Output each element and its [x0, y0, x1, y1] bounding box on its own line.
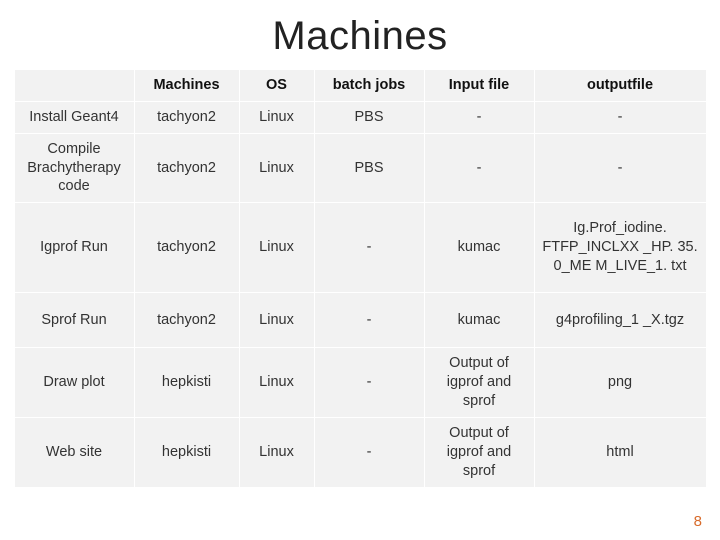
cell-inputfile: -	[424, 133, 534, 203]
cell-os: Linux	[239, 133, 314, 203]
page-number: 8	[694, 513, 702, 530]
cell-machines: tachyon2	[134, 293, 239, 348]
cell-inputfile: kumac	[424, 203, 534, 293]
cell-rowlabel: Igprof Run	[14, 203, 134, 293]
cell-outputfile: -	[534, 133, 706, 203]
table-row: Sprof Run tachyon2 Linux - kumac g4profi…	[14, 293, 706, 348]
col-header-os: OS	[239, 70, 314, 102]
cell-outputfile: png	[534, 348, 706, 418]
cell-rowlabel: Install Geant4	[14, 101, 134, 133]
cell-os: Linux	[239, 348, 314, 418]
table-header-row: Machines OS batch jobs Input file output…	[14, 70, 706, 102]
cell-machines: tachyon2	[134, 101, 239, 133]
col-header-machines: Machines	[134, 70, 239, 102]
col-header-outputfile: outputfile	[534, 70, 706, 102]
page-title: Machines	[0, 0, 720, 69]
cell-batchjobs: -	[314, 348, 424, 418]
cell-machines: tachyon2	[134, 133, 239, 203]
col-header-batchjobs: batch jobs	[314, 70, 424, 102]
col-header-rowlabel	[14, 70, 134, 102]
cell-os: Linux	[239, 101, 314, 133]
cell-batchjobs: -	[314, 203, 424, 293]
cell-inputfile: Output of igprof and sprof	[424, 348, 534, 418]
table-row: Igprof Run tachyon2 Linux - kumac Ig.Pro…	[14, 203, 706, 293]
cell-batchjobs: PBS	[314, 101, 424, 133]
cell-rowlabel: Draw plot	[14, 348, 134, 418]
table-row: Web site hepkisti Linux - Output of igpr…	[14, 417, 706, 487]
cell-os: Linux	[239, 417, 314, 487]
cell-rowlabel: Compile Brachytherapy code	[14, 133, 134, 203]
cell-machines: hepkisti	[134, 417, 239, 487]
cell-rowlabel: Web site	[14, 417, 134, 487]
machines-table: Machines OS batch jobs Input file output…	[14, 69, 707, 488]
cell-outputfile: -	[534, 101, 706, 133]
cell-outputfile: Ig.Prof_iodine. FTFP_INCLXX _HP. 35. 0_M…	[534, 203, 706, 293]
cell-machines: tachyon2	[134, 203, 239, 293]
cell-os: Linux	[239, 293, 314, 348]
cell-outputfile: html	[534, 417, 706, 487]
cell-inputfile: -	[424, 101, 534, 133]
cell-inputfile: kumac	[424, 293, 534, 348]
cell-os: Linux	[239, 203, 314, 293]
table-row: Compile Brachytherapy code tachyon2 Linu…	[14, 133, 706, 203]
cell-batchjobs: -	[314, 417, 424, 487]
cell-rowlabel: Sprof Run	[14, 293, 134, 348]
cell-inputfile: Output of igprof and sprof	[424, 417, 534, 487]
cell-machines: hepkisti	[134, 348, 239, 418]
table-row: Draw plot hepkisti Linux - Output of igp…	[14, 348, 706, 418]
cell-outputfile: g4profiling_1 _X.tgz	[534, 293, 706, 348]
table-row: Install Geant4 tachyon2 Linux PBS - -	[14, 101, 706, 133]
cell-batchjobs: -	[314, 293, 424, 348]
cell-batchjobs: PBS	[314, 133, 424, 203]
col-header-inputfile: Input file	[424, 70, 534, 102]
